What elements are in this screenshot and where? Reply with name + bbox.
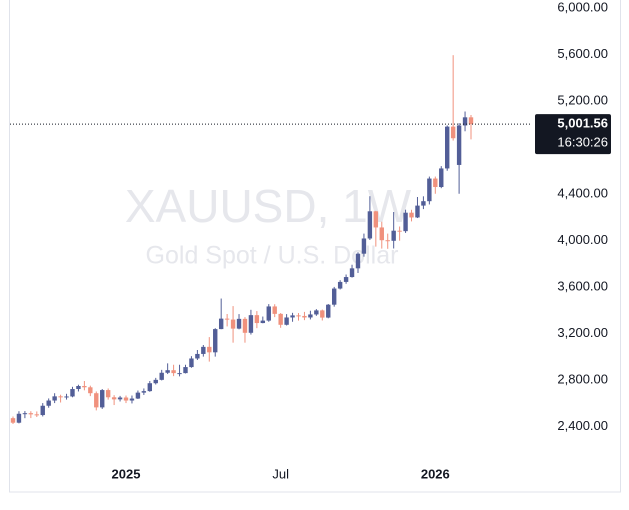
chart-frame xyxy=(9,0,621,493)
y-tick-label: 2,800.00 xyxy=(557,371,608,386)
candle-body xyxy=(82,386,87,388)
candle-body xyxy=(397,230,402,232)
candle-body xyxy=(385,240,390,242)
candle-body xyxy=(242,318,248,333)
y-tick-label: 4,400.00 xyxy=(557,185,608,200)
candle-body xyxy=(105,390,111,398)
candle-body xyxy=(88,387,93,394)
candle-body xyxy=(266,306,271,321)
x-tick-label: 2025 xyxy=(112,466,141,481)
candle-body xyxy=(22,413,28,415)
candle-body xyxy=(230,319,236,329)
candle-body xyxy=(34,414,39,416)
candle-body xyxy=(433,178,438,188)
candle-body xyxy=(236,318,242,329)
candle-body xyxy=(439,168,444,188)
watermark-description: Gold Spot / U.S. Dollar xyxy=(146,242,399,270)
candle-body xyxy=(141,391,147,393)
y-tick-label: 2,400.00 xyxy=(557,418,608,433)
candle-body xyxy=(391,230,396,241)
candle-body xyxy=(183,367,188,374)
candle-body xyxy=(218,318,224,330)
x-tick-label: Jul xyxy=(272,466,289,481)
candle-body xyxy=(302,315,307,318)
last-price-label: 5,001.56 xyxy=(557,116,608,131)
candle-body xyxy=(468,117,474,125)
candle-body xyxy=(117,397,123,400)
candle-body xyxy=(403,212,408,232)
x-tick-label: 2026 xyxy=(421,466,450,481)
candle-body xyxy=(284,317,289,325)
candle-body xyxy=(361,238,367,254)
y-tick-label: 3,200.00 xyxy=(557,325,608,340)
candle-body xyxy=(147,383,153,392)
candle-body xyxy=(28,413,34,415)
candle-body xyxy=(10,418,16,423)
y-tick-label: 6,000.00 xyxy=(557,0,608,15)
candle-body xyxy=(46,400,51,406)
watermark: XAUUSD, 1W xyxy=(125,180,412,232)
candle-body xyxy=(195,353,200,359)
candle-body xyxy=(64,396,69,398)
y-tick-label: 3,600.00 xyxy=(557,278,608,293)
candle-body xyxy=(159,372,164,380)
candle-body xyxy=(254,315,260,324)
candle-body xyxy=(177,373,182,375)
candle-body xyxy=(153,379,158,384)
candle-body xyxy=(326,304,331,318)
candle-body xyxy=(260,320,266,324)
candle-body xyxy=(343,277,349,282)
candle-body xyxy=(129,398,135,401)
candle-body xyxy=(349,268,355,278)
y-tick-label: 4,000.00 xyxy=(557,232,608,247)
candle-body xyxy=(94,393,99,408)
candle-body xyxy=(135,392,141,399)
price-tag xyxy=(535,114,611,155)
candle-body xyxy=(290,315,295,318)
candle-body xyxy=(355,253,361,269)
candle-body xyxy=(409,212,414,218)
candle-body xyxy=(296,315,301,317)
candle-body xyxy=(40,405,45,416)
candle-body xyxy=(171,370,176,374)
candle-body xyxy=(373,211,379,228)
countdown: 16:30:26 xyxy=(557,135,608,150)
candle-body xyxy=(450,126,456,139)
candle-body xyxy=(427,178,432,202)
candle-body xyxy=(123,397,129,401)
candle-body xyxy=(189,358,194,368)
candle-body xyxy=(308,314,313,318)
candle-body xyxy=(52,396,57,401)
candle-body xyxy=(415,205,420,218)
candle-body xyxy=(337,281,343,289)
candle-body xyxy=(331,288,337,305)
candle-body xyxy=(456,125,462,165)
candle-body xyxy=(213,329,218,353)
candle-body xyxy=(76,386,81,390)
candle-body xyxy=(70,389,75,397)
candle-body xyxy=(248,315,254,333)
candle-body xyxy=(320,310,325,318)
candle-body xyxy=(445,126,450,169)
candle-body xyxy=(272,306,277,314)
candle-body xyxy=(58,396,63,398)
candle-body xyxy=(224,318,230,320)
y-tick-label: 5,200.00 xyxy=(557,92,608,107)
candle-body xyxy=(111,397,117,400)
y-tick-label: 5,600.00 xyxy=(557,46,608,61)
candle-body xyxy=(100,390,105,408)
candle-body xyxy=(16,413,22,423)
candle-body xyxy=(421,201,426,206)
candle-body xyxy=(367,211,373,239)
candle-body xyxy=(165,370,170,373)
candle-body xyxy=(462,117,468,126)
candle-body xyxy=(207,346,212,353)
candle-body xyxy=(314,310,319,315)
candle-body xyxy=(201,346,206,354)
candle-body xyxy=(379,227,384,241)
candle-body xyxy=(278,313,283,325)
